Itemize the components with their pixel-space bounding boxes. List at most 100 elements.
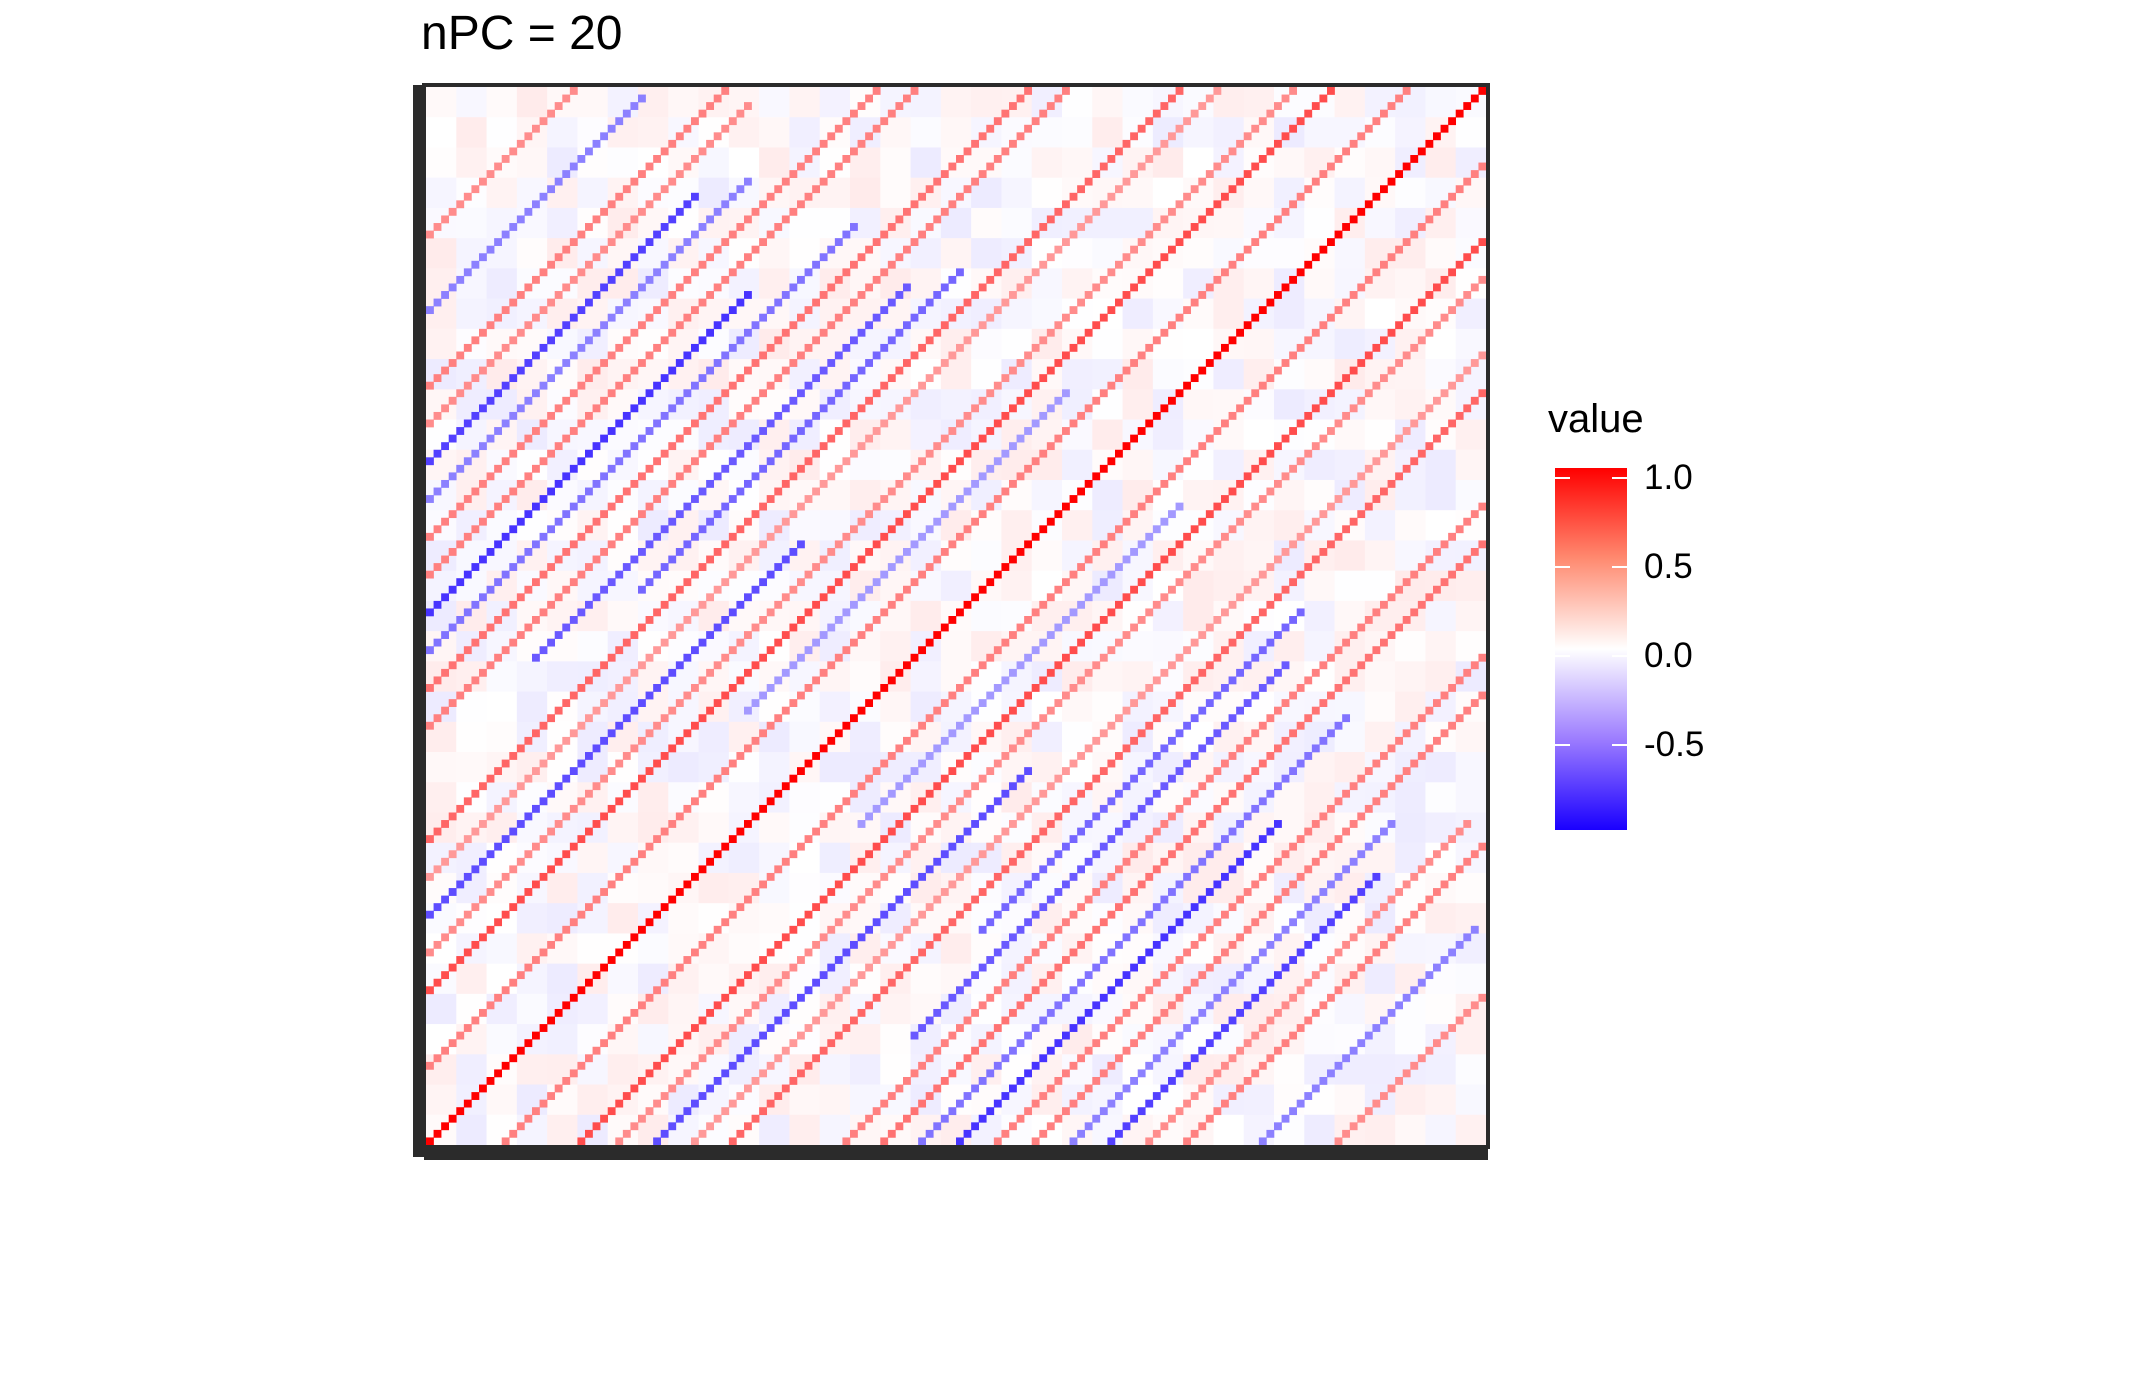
heatmap-diagonal-cell: [1387, 895, 1396, 904]
heatmap-diagonal-cell: [494, 502, 503, 511]
heatmap-diagonal-cell: [1357, 1039, 1366, 1048]
heatmap-diagonal-cell: [1258, 230, 1267, 239]
heatmap-diagonal-cell: [1243, 699, 1252, 707]
heatmap-diagonal-cell: [736, 676, 745, 685]
heatmap-diagonal-cell: [675, 245, 684, 254]
heatmap-noise-cell: [1031, 147, 1063, 179]
heatmap-noise-cell: [940, 570, 972, 602]
heatmap-diagonal-cell: [706, 139, 715, 148]
heatmap-diagonal-cell: [774, 223, 783, 231]
heatmap-diagonal-cell: [1190, 714, 1199, 723]
heatmap-diagonal-cell: [850, 260, 858, 269]
legend-title: value: [1548, 397, 1644, 441]
heatmap-diagonal-cell: [1099, 389, 1108, 398]
heatmap-diagonal-cell: [797, 389, 805, 398]
heatmap-diagonal-cell: [751, 510, 760, 519]
heatmap-diagonal-cell: [728, 117, 737, 126]
heatmap-diagonal-cell: [1448, 835, 1457, 844]
heatmap-diagonal-cell: [713, 699, 722, 707]
heatmap-diagonal-cell: [759, 691, 768, 700]
heatmap-diagonal-cell: [819, 442, 828, 451]
heatmap-diagonal-cell: [1440, 691, 1449, 700]
heatmap-diagonal-cell: [1448, 721, 1457, 730]
heatmap-diagonal-cell: [577, 495, 586, 503]
heatmap-diagonal-cell: [872, 842, 881, 851]
heatmap-diagonal-cell: [1463, 857, 1472, 866]
heatmap-diagonal-cell: [1380, 109, 1388, 118]
heatmap-diagonal-cell: [910, 956, 919, 964]
heatmap-diagonal-cell: [1099, 1069, 1108, 1078]
heatmap-diagonal-cell: [842, 797, 851, 806]
heatmap-diagonal-cell: [1304, 752, 1313, 760]
heatmap-diagonal-cell: [1077, 676, 1086, 685]
heatmap-diagonal-cell: [501, 797, 510, 806]
heatmap-diagonal-cell: [1281, 850, 1290, 859]
heatmap-diagonal-cell: [857, 895, 866, 904]
heatmap-diagonal-cell: [600, 132, 609, 141]
heatmap-noise-cell: [577, 631, 609, 662]
heatmap-diagonal-cell: [494, 464, 503, 473]
heatmap-noise-cell: [1122, 298, 1154, 330]
heatmap-diagonal-cell: [797, 616, 805, 624]
heatmap-diagonal-cell: [1016, 1001, 1025, 1010]
heatmap-diagonal-cell: [842, 457, 851, 466]
heatmap-diagonal-cell: [592, 593, 601, 602]
heatmap-diagonal-cell: [774, 789, 783, 798]
heatmap-diagonal-cell: [971, 857, 980, 866]
heatmap-diagonal-cell: [554, 479, 563, 488]
heatmap-diagonal-cell: [479, 1008, 487, 1017]
heatmap-diagonal-cell: [903, 661, 911, 670]
heatmap-diagonal-cell: [933, 215, 942, 224]
heatmap-diagonal-cell: [1455, 676, 1464, 685]
heatmap-diagonal-cell: [1168, 132, 1176, 141]
heatmap-diagonal-cell: [486, 510, 495, 519]
heatmap-diagonal-cell: [660, 676, 669, 685]
heatmap-diagonal-cell: [971, 328, 980, 337]
heatmap-diagonal-cell: [1296, 268, 1305, 277]
heatmap-diagonal-cell: [1145, 797, 1154, 806]
heatmap-diagonal-cell: [819, 139, 828, 148]
heatmap-diagonal-cell: [1130, 359, 1139, 367]
heatmap-diagonal-cell: [426, 419, 434, 428]
heatmap-diagonal-cell: [1130, 1114, 1139, 1123]
heatmap-diagonal-cell: [903, 283, 911, 292]
heatmap-diagonal-cell: [744, 253, 752, 262]
heatmap-diagonal-cell: [1243, 170, 1252, 178]
heatmap-diagonal-cell: [577, 608, 586, 617]
heatmap-diagonal-cell: [1417, 563, 1426, 571]
heatmap-diagonal-cell: [592, 328, 601, 337]
heatmap-diagonal-cell: [963, 978, 972, 987]
heatmap-diagonal-cell: [1175, 804, 1184, 813]
heatmap-noise-cell: [1183, 238, 1214, 269]
heatmap-diagonal-cell: [993, 759, 1002, 768]
heatmap-diagonal-cell: [971, 1084, 980, 1093]
heatmap-diagonal-cell: [1311, 404, 1320, 413]
heatmap-noise-cell: [1213, 359, 1245, 390]
heatmap-diagonal-cell: [494, 653, 503, 662]
heatmap-diagonal-cell: [1236, 782, 1245, 791]
heatmap-noise-cell: [1243, 177, 1275, 209]
heatmap-diagonal-cell: [1016, 1039, 1025, 1048]
heatmap-diagonal-cell: [622, 865, 631, 874]
heatmap-diagonal-cell: [1402, 767, 1411, 775]
heatmap-diagonal-cell: [1236, 857, 1245, 866]
heatmap-diagonal-cell: [910, 1031, 919, 1040]
heatmap-diagonal-cell: [562, 396, 571, 405]
heatmap-diagonal-cell: [1448, 570, 1457, 579]
heatmap-diagonal-cell: [1107, 381, 1116, 390]
heatmap-diagonal-cell: [1410, 457, 1419, 466]
heatmap-diagonal-cell: [903, 774, 911, 783]
heatmap-diagonal-cell: [1001, 411, 1010, 420]
heatmap-diagonal-cell: [1410, 986, 1419, 995]
heatmap-diagonal-cell: [1099, 200, 1108, 209]
heatmap-diagonal-cell: [1251, 956, 1260, 964]
heatmap-diagonal-cell: [645, 691, 654, 700]
heatmap-diagonal-cell: [1168, 736, 1176, 745]
heatmap-diagonal-cell: [759, 804, 768, 813]
heatmap-diagonal-cell: [1236, 253, 1245, 262]
heatmap-diagonal-cell: [509, 563, 518, 571]
heatmap-diagonal-cell: [1357, 963, 1366, 972]
heatmap-diagonal-cell: [1213, 956, 1222, 964]
heatmap-diagonal-cell: [607, 351, 616, 360]
heatmap-diagonal-cell: [1062, 956, 1070, 964]
